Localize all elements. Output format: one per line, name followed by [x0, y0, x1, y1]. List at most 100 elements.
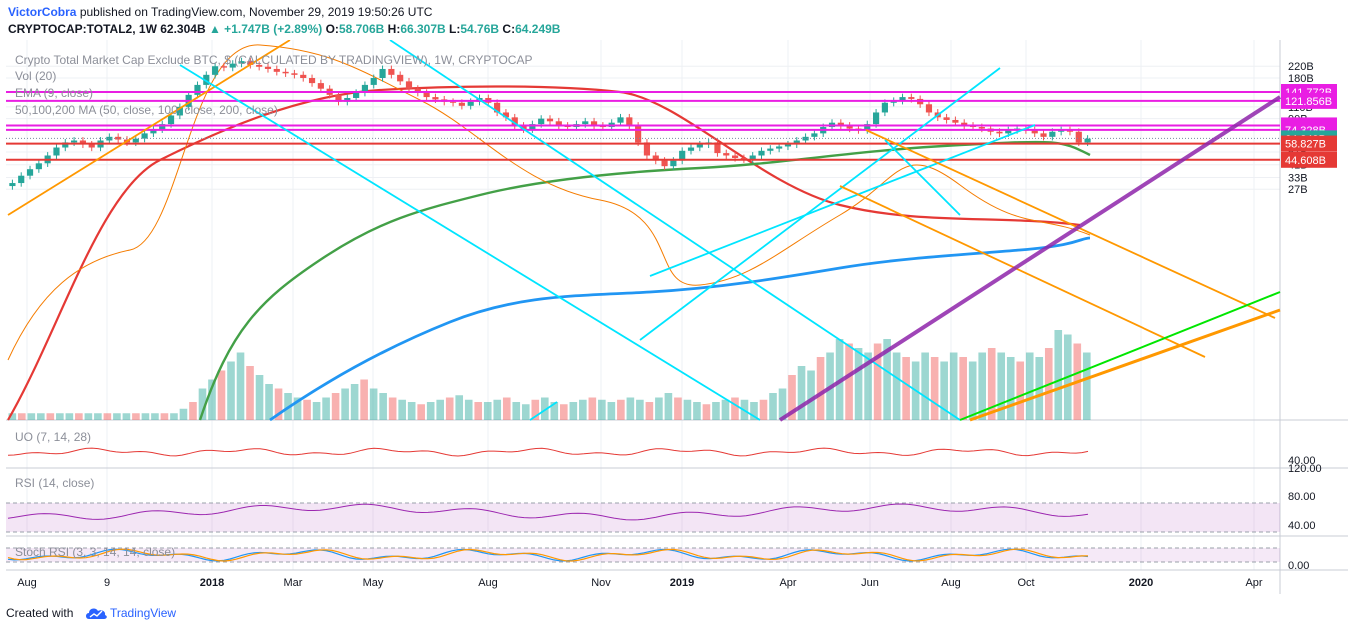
volume-bar: [426, 402, 435, 420]
channel-cyan-down-a: [179, 64, 761, 421]
volume-bar: [322, 397, 330, 420]
x-tick-label: Jun: [861, 577, 879, 589]
symbol[interactable]: CRYPTOCAP:TOTAL2, 1W: [8, 22, 157, 36]
volume-bar: [170, 413, 178, 420]
volume-bar: [141, 413, 150, 420]
ema9-line: [7, 44, 1091, 361]
volume-bar: [512, 402, 521, 420]
volume-bar: [493, 399, 502, 420]
time-scale[interactable]: [6, 570, 1280, 594]
volume-bar: [360, 379, 368, 420]
volume-bar: [721, 399, 730, 420]
volume-bar: [797, 366, 806, 420]
candle-body: [291, 73, 298, 75]
price-levels: [6, 90, 1280, 161]
candle-body: [670, 160, 677, 167]
candle-body: [643, 142, 651, 156]
candle-body: [405, 81, 413, 89]
x-tick-label: Aug: [478, 577, 498, 589]
candle-body: [423, 92, 430, 98]
volume-bar: [674, 397, 682, 420]
volume-bar: [474, 402, 483, 420]
volume-bar: [959, 357, 967, 420]
volume-bar: [483, 402, 492, 420]
candle-body: [723, 153, 730, 156]
price-level-labels: 141.772B121.856B80.14B74.328B64.249B58.8…: [1281, 83, 1337, 168]
volume-bar: [236, 352, 245, 420]
rsi-pane[interactable]: [6, 468, 1280, 536]
volume-bar: [569, 402, 578, 420]
candle-body: [749, 155, 756, 160]
candle-body: [247, 61, 254, 65]
candle-body: [264, 66, 272, 69]
volume-bar: [208, 379, 216, 420]
candle-body: [864, 124, 871, 131]
candle-body: [546, 118, 554, 122]
volume-bar: [883, 339, 891, 420]
candle-body: [740, 157, 747, 160]
volume-bar: [598, 399, 606, 420]
volume-bar: [921, 352, 929, 420]
volume-bar: [103, 413, 112, 420]
volume-bar: [892, 352, 901, 420]
rsi-label: RSI (14, close): [15, 476, 94, 490]
open-value: 58.706B: [338, 22, 385, 36]
candle-body: [837, 122, 844, 126]
volume-bar: [464, 399, 473, 420]
candle-body: [1031, 130, 1038, 134]
volume-bar: [940, 361, 948, 420]
candle-body: [71, 140, 78, 143]
uo-tick: 40.00: [1288, 455, 1316, 467]
candle-body: [308, 78, 316, 84]
candle-body: [449, 101, 457, 103]
rsi-tick-80: 80.00: [1288, 491, 1316, 503]
chart-area[interactable]: 27B33B41B51B90B110B180B220B 141.772B121.…: [0, 0, 1348, 600]
candle-body: [212, 66, 219, 75]
volume-bar: [902, 357, 910, 420]
volume-bar: [636, 399, 644, 420]
channel-orange-down-b: [839, 185, 1206, 358]
volume-bar: [445, 397, 454, 420]
x-tick-label: Oct: [1017, 577, 1034, 589]
volume-bar: [122, 413, 131, 420]
candle-body: [194, 84, 201, 95]
candle-body: [776, 146, 783, 149]
main-pane[interactable]: [6, 40, 1280, 420]
candle-body: [467, 101, 474, 106]
volume-bar: [303, 399, 311, 420]
uo-pane[interactable]: [6, 420, 1280, 468]
stoch-k-line: [7, 548, 1089, 562]
volume-bar: [8, 413, 17, 420]
candle-body: [961, 122, 968, 126]
volume-bar: [987, 348, 996, 420]
channel-cyan-down-b: [389, 39, 961, 421]
candle-body: [141, 133, 148, 139]
author-link[interactable]: VictorCobra: [8, 5, 77, 19]
candle-body: [1049, 131, 1056, 137]
candle-body: [361, 84, 369, 93]
candle-body: [652, 155, 659, 161]
volume-bar: [198, 388, 207, 420]
volume-bar: [350, 384, 359, 420]
candle-body: [590, 121, 598, 126]
volume-bar: [436, 399, 445, 420]
candle-body: [273, 68, 280, 72]
candle-body: [687, 147, 695, 151]
tradingview-cloud-icon[interactable]: [84, 606, 108, 620]
published-text: published on TradingView.com, November 2…: [79, 5, 433, 19]
candle-body: [106, 136, 113, 141]
tradingview-link[interactable]: TradingView: [110, 606, 177, 620]
candle-body: [555, 121, 562, 126]
volume-bar: [645, 402, 654, 420]
candle-body: [1084, 138, 1091, 143]
volume-bar: [712, 402, 720, 420]
x-tick-label: 2018: [200, 577, 224, 589]
uo-line: [7, 447, 1089, 457]
volume-bar: [1006, 357, 1015, 420]
legend-volume: Vol (20): [15, 69, 56, 83]
ma200-line: [7, 85, 1081, 421]
volume-bar: [997, 352, 1006, 420]
x-tick-label: Mar: [284, 577, 303, 589]
y-tick-label: 33B: [1288, 172, 1308, 184]
candle-body: [370, 78, 377, 85]
